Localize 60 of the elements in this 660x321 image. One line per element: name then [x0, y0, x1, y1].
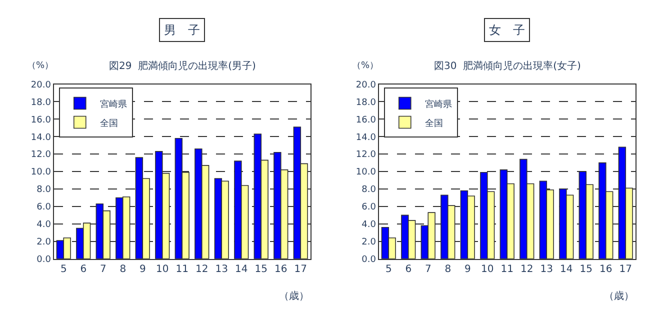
x-tick-label: 8: [120, 264, 126, 275]
x-tick-label: 16: [274, 264, 288, 275]
x-tick-label: 16: [600, 264, 612, 275]
y-tick-label: 0.0: [36, 254, 52, 265]
chart-title: 女 子: [489, 23, 525, 37]
y-tick-label: 8.0: [362, 185, 376, 196]
y-tick-label: 14.0: [30, 132, 52, 143]
chart-title: 男 子: [164, 23, 200, 37]
y-tick-label: 16.0: [30, 115, 52, 126]
x-tick-label: 5: [385, 264, 392, 275]
x-tick-label: 9: [464, 264, 471, 275]
x-axis-title: （歳）: [604, 290, 634, 302]
y-tick-label: 10.0: [356, 168, 376, 178]
y-tick-label: 4.0: [36, 220, 52, 230]
x-tick-label: 9: [139, 264, 146, 275]
y-tick-label: 18.0: [356, 98, 376, 108]
x-tick-label: 8: [444, 264, 452, 275]
x-tick-label: 13: [540, 264, 553, 275]
x-tick-label: 6: [405, 264, 412, 275]
y-tick-label: 16.0: [356, 115, 376, 126]
x-tick-label: 12: [520, 264, 534, 275]
x-tick-label: 7: [424, 264, 432, 275]
y-tick-label: 18.0: [30, 98, 52, 108]
x-tick-label: 17: [619, 264, 632, 275]
y-tick-label: 8.0: [36, 185, 52, 196]
y-tick-label: 12.0: [30, 150, 52, 160]
y-tick-label: 6.0: [362, 202, 376, 213]
x-tick-label: 14: [560, 264, 573, 275]
x-tick-label: 17: [294, 264, 307, 275]
y-tick-label: 2.0: [36, 238, 52, 248]
x-tick-label: 6: [80, 264, 87, 275]
x-tick-label: 7: [100, 264, 106, 275]
chart-subtitle: 図30 肥満傾向児の出現率(女子): [434, 60, 581, 72]
y-tick-label: 2.0: [362, 238, 376, 248]
x-tick-label: 13: [215, 264, 228, 275]
y-tick-label: 10.0: [30, 168, 52, 178]
x-tick-label: 10: [156, 264, 169, 275]
y-tick-label: 6.0: [36, 202, 52, 213]
legend-label: 宮崎県: [100, 98, 127, 110]
legend-label: 宮崎県: [424, 98, 452, 110]
x-tick-label: 15: [580, 264, 592, 275]
x-tick-label: 11: [500, 264, 514, 275]
legend-label: 全国: [424, 118, 443, 129]
chart-subtitle: 図29 肥満傾向児の出現率(男子): [109, 60, 256, 72]
y-tick-label: 14.0: [356, 132, 376, 143]
y-tick-label: 4.0: [362, 220, 376, 230]
x-tick-label: 10: [481, 264, 494, 275]
y-tick-label: 12.0: [356, 150, 376, 160]
y-tick-label: 0.0: [362, 254, 376, 265]
y-tick-label: 20.0: [30, 80, 52, 90]
y-tick-label: 20.0: [356, 80, 376, 90]
legend-label: 全国: [100, 118, 118, 129]
x-tick-label: 12: [196, 264, 208, 275]
x-tick-label: 14: [235, 264, 248, 275]
x-tick-label: 5: [60, 264, 67, 275]
y-axis-title: （%）: [352, 61, 379, 71]
y-axis-title: （%）: [27, 61, 54, 71]
x-tick-label: 11: [176, 264, 188, 275]
x-tick-label: 15: [254, 264, 268, 275]
x-axis-title: （歳）: [279, 290, 309, 302]
